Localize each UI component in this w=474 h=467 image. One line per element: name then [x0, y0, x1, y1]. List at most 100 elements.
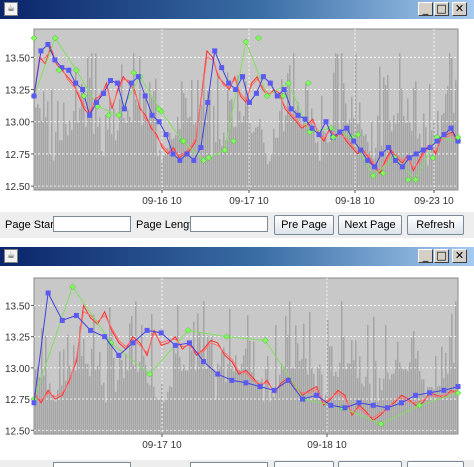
data-point	[170, 151, 176, 157]
volume-bar	[451, 313, 453, 434]
volume-bar	[453, 362, 455, 434]
volume-bar	[375, 361, 377, 434]
next-page-button[interactable]	[338, 461, 402, 467]
volume-bar	[55, 131, 57, 190]
volume-bar	[45, 117, 47, 190]
volume-bar	[277, 387, 279, 434]
volume-bar	[267, 164, 269, 190]
data-point	[370, 402, 376, 408]
volume-bar	[373, 316, 375, 434]
data-point	[80, 87, 86, 93]
java-cup-icon[interactable]: ☕	[4, 2, 18, 16]
data-point	[379, 151, 385, 157]
signal-point	[200, 157, 207, 164]
volume-bar	[287, 73, 289, 190]
volume-bar	[405, 368, 407, 434]
volume-bar	[287, 335, 289, 434]
volume-bar	[69, 365, 71, 434]
refresh-button[interactable]: Refresh	[407, 215, 464, 235]
volume-bar	[129, 117, 131, 190]
volume-bar	[197, 313, 199, 434]
page-length-input[interactable]	[190, 462, 268, 467]
data-point	[413, 151, 419, 157]
signal-point	[429, 154, 437, 162]
volume-bar	[251, 372, 253, 434]
volume-bar	[213, 369, 215, 434]
volume-bar	[133, 365, 135, 434]
volume-bar	[299, 361, 301, 434]
volume-bar	[437, 111, 439, 190]
data-point	[163, 132, 169, 138]
volume-bar	[71, 130, 73, 190]
volume-bar	[77, 122, 79, 190]
minimize-button[interactable]: _	[418, 249, 433, 263]
pre-page-button[interactable]	[274, 461, 334, 467]
data-point	[172, 342, 178, 348]
volume-bar	[263, 401, 265, 434]
pre-page-button[interactable]: Pre Page	[274, 215, 334, 235]
volume-bar	[379, 66, 381, 190]
volume-bar	[239, 111, 241, 190]
data-point	[219, 65, 225, 71]
data-point	[59, 65, 65, 71]
volume-bar	[79, 108, 81, 190]
volume-bar	[35, 107, 37, 190]
volume-bar	[157, 156, 159, 190]
volume-bar	[299, 114, 301, 190]
volume-bar	[431, 130, 433, 190]
volume-bar	[59, 140, 61, 190]
data-point	[344, 125, 350, 131]
refresh-button[interactable]	[407, 461, 464, 467]
maximize-button[interactable]: □	[434, 2, 449, 16]
data-point	[267, 80, 273, 86]
volume-bar	[269, 161, 271, 190]
volume-bar	[157, 399, 159, 434]
volume-bar	[255, 379, 257, 434]
minimize-button[interactable]: _	[418, 2, 433, 16]
volume-bar	[211, 156, 213, 190]
chart-window-2: ☕ _ □ ✕ 12.50 12.75 13.00 13.25 13.50 09-17 1…	[0, 247, 474, 467]
volume-bar	[193, 321, 195, 434]
java-cup-icon[interactable]: ☕	[4, 249, 18, 263]
close-button[interactable]: ✕	[452, 2, 467, 16]
volume-bar	[357, 123, 359, 190]
signal-point	[221, 146, 229, 154]
volume-bar	[177, 305, 179, 434]
volume-bar	[107, 129, 109, 190]
data-point	[243, 380, 249, 386]
data-point	[45, 290, 51, 296]
window-titlebar[interactable]: ☕ _ □ ✕	[0, 247, 474, 266]
data-point	[365, 157, 371, 163]
data-point	[257, 384, 263, 390]
volume-bar	[323, 131, 325, 190]
data-point	[31, 400, 37, 406]
volume-bar	[167, 147, 169, 190]
page-length-input[interactable]	[190, 216, 268, 232]
data-point	[399, 164, 405, 170]
volume-bar	[309, 311, 311, 434]
volume-bar	[115, 391, 117, 434]
page-start-input[interactable]	[53, 216, 131, 232]
volume-bar	[205, 369, 207, 434]
page-start-input[interactable]	[53, 462, 131, 467]
volume-bar	[413, 331, 415, 434]
volume-bar	[449, 336, 451, 434]
signal-point	[263, 92, 271, 100]
volume-bar	[439, 385, 441, 434]
volume-bar	[339, 362, 341, 434]
volume-bar	[165, 153, 167, 190]
maximize-button[interactable]: □	[434, 249, 449, 263]
data-point	[295, 112, 301, 118]
volume-bar	[165, 399, 167, 434]
volume-bar	[255, 127, 257, 190]
volume-bar	[223, 132, 225, 190]
volume-bar	[47, 101, 49, 190]
close-button[interactable]: ✕	[452, 249, 467, 263]
volume-bar	[397, 113, 399, 190]
volume-bar	[215, 142, 217, 190]
next-page-button[interactable]: Next Page	[338, 215, 402, 235]
window-titlebar[interactable]: ☕ _ □ ✕	[0, 0, 474, 19]
volume-bar	[395, 359, 397, 434]
volume-bar	[163, 155, 165, 190]
volume-bar	[363, 135, 365, 190]
